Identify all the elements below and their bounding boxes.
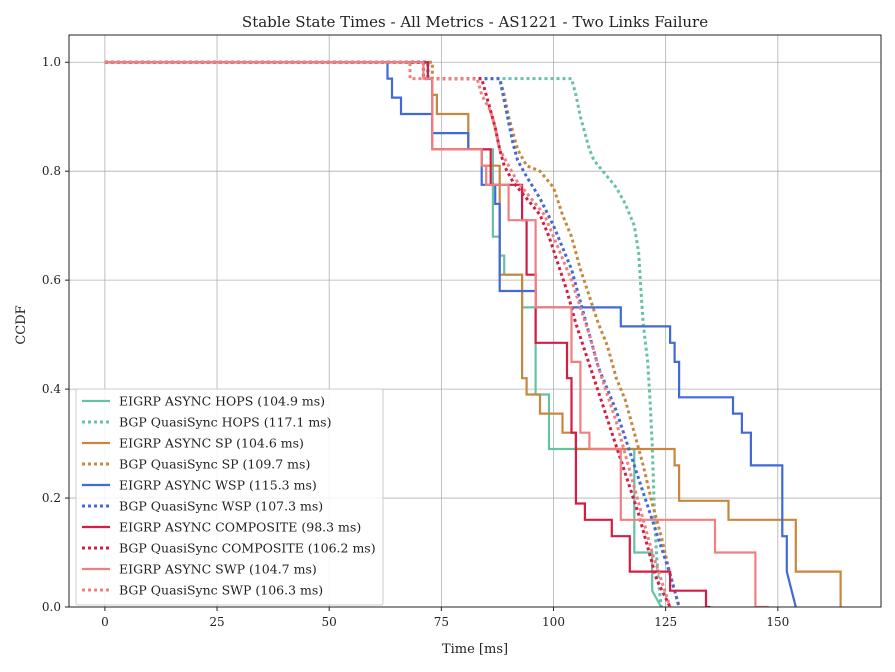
y-tick-label: 0.6 bbox=[42, 273, 61, 287]
legend-label: EIGRP ASYNC COMPOSITE (98.3 ms) bbox=[119, 520, 361, 535]
legend-label: BGP QuasiSync COMPOSITE (106.2 ms) bbox=[119, 541, 376, 556]
y-axis-label: CCDF bbox=[14, 305, 29, 344]
series-line-3 bbox=[104, 61, 842, 607]
x-tick-label: 50 bbox=[322, 615, 337, 629]
series-line-5 bbox=[104, 61, 797, 607]
legend-label: EIGRP ASYNC SP (104.6 ms) bbox=[119, 436, 304, 451]
legend-label: BGP QuasiSync SWP (106.3 ms) bbox=[119, 583, 323, 598]
x-tick-label: 75 bbox=[434, 615, 449, 629]
x-tick-label: 0 bbox=[101, 615, 109, 629]
x-tick-label: 150 bbox=[766, 615, 789, 629]
series-lines bbox=[104, 60, 842, 607]
x-axis-label: Time [ms] bbox=[442, 642, 508, 657]
plot-frame bbox=[68, 34, 882, 608]
legend-box bbox=[75, 388, 384, 606]
legend-label: EIGRP ASYNC WSP (115.3 ms) bbox=[119, 478, 317, 493]
x-tick-label: 25 bbox=[209, 615, 224, 629]
legend-label: EIGRP ASYNC SWP (104.7 ms) bbox=[119, 562, 317, 577]
series-line-6 bbox=[104, 60, 681, 607]
legend-label: BGP QuasiSync HOPS (117.1 ms) bbox=[119, 415, 331, 430]
legend-label: BGP QuasiSync WSP (107.3 ms) bbox=[119, 499, 323, 514]
x-tick-label: 100 bbox=[542, 615, 565, 629]
y-tick-label: 0.4 bbox=[42, 382, 61, 396]
chart-title: Stable State Times - All Metrics - AS122… bbox=[242, 13, 708, 31]
x-tick-label: 125 bbox=[654, 615, 677, 629]
legend-label: EIGRP ASYNC HOPS (104.9 ms) bbox=[119, 394, 325, 409]
y-tick-label: 0.8 bbox=[42, 164, 61, 178]
y-tick-label: 0.2 bbox=[42, 491, 61, 505]
series-line-9 bbox=[104, 61, 769, 607]
series-line-2 bbox=[104, 60, 663, 607]
legend-label: BGP QuasiSync SP (109.7 ms) bbox=[119, 457, 310, 472]
y-tick-label: 1.0 bbox=[42, 55, 61, 69]
y-tick-label: 0.0 bbox=[42, 600, 61, 614]
legend: EIGRP ASYNC HOPS (104.9 ms) BGP QuasiSync… bbox=[75, 388, 384, 606]
series-line-10 bbox=[104, 60, 672, 607]
series-line-8 bbox=[104, 60, 672, 607]
axis-ticks: 0 25 50 75 100 125 150 0.0 0.2 0.4 0.6 0.8 1.0 bbox=[42, 55, 789, 629]
